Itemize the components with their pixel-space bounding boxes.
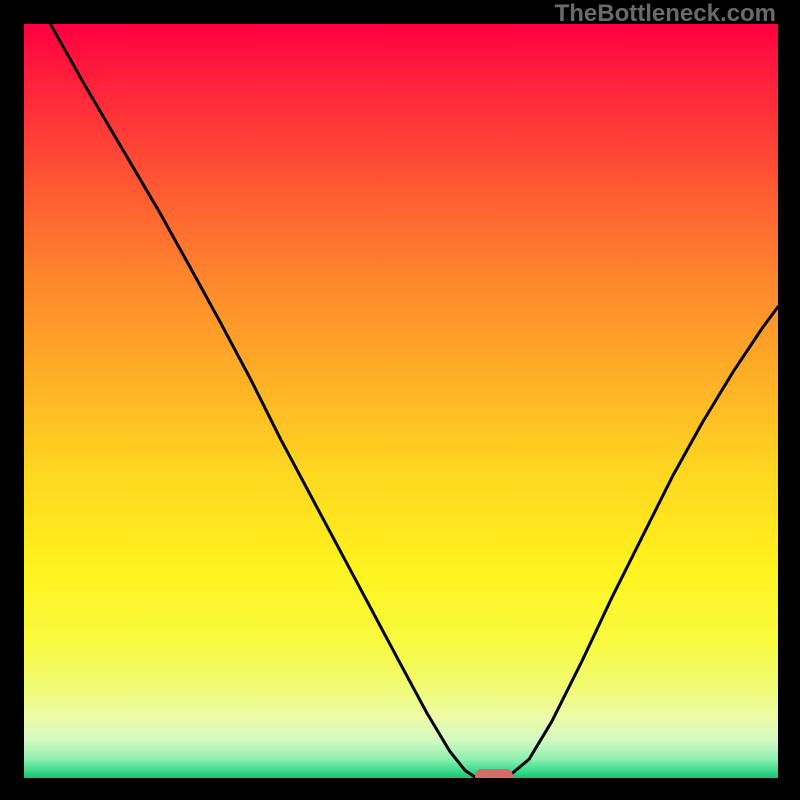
bottleneck-curve — [24, 24, 778, 778]
plot-area — [24, 24, 778, 778]
chart-container: TheBottleneck.com — [0, 0, 800, 800]
optimal-marker-pill — [475, 769, 513, 778]
watermark-label: TheBottleneck.com — [555, 0, 776, 28]
